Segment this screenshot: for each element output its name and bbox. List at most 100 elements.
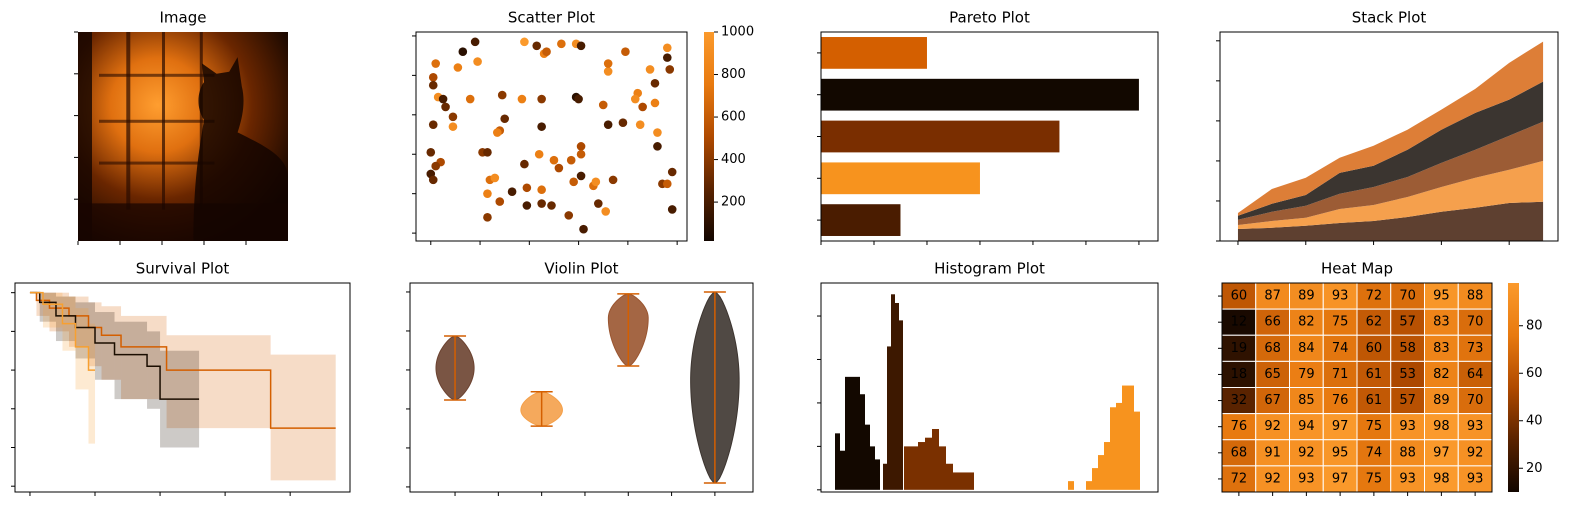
heat-cell-label: 62 (1366, 315, 1383, 330)
heat-cell-label: 76 (1332, 393, 1349, 408)
heat-cell-label: 70 (1467, 393, 1484, 408)
histogram-bar (932, 428, 939, 490)
scatter-point (576, 142, 586, 151)
scatter-point (448, 122, 458, 131)
histogram-bar (1116, 402, 1122, 490)
chart-title: Stack Plot (1352, 9, 1427, 27)
heat-cell (1221, 308, 1257, 336)
histogram-bar (865, 424, 870, 490)
heat-cell-label: 82 (1433, 367, 1450, 382)
heat-cell (1255, 413, 1290, 441)
histogram-bar (1086, 481, 1092, 490)
axes-frame (1219, 31, 1559, 242)
chart-title: Scatter Plot (508, 9, 595, 27)
heat-cell (1424, 308, 1459, 336)
scatter-point (470, 37, 480, 47)
heat-cell-label: 87 (1264, 289, 1281, 304)
scatter-point (428, 73, 438, 82)
heat-cell-label: 58 (1399, 341, 1416, 356)
heat-cell-label: 65 (1264, 367, 1281, 382)
scatter-point (534, 149, 544, 159)
scatter-point (549, 155, 559, 165)
stack-area (1237, 81, 1544, 220)
scatter-point (598, 100, 608, 110)
heat-cell (1390, 334, 1425, 362)
histogram-bar (895, 302, 899, 490)
heat-cell-label: 95 (1433, 289, 1450, 304)
scatter-point (497, 90, 507, 100)
scatter-point (428, 120, 438, 129)
histogram-bar (960, 472, 967, 490)
scatter-point (653, 142, 662, 151)
confidence-band (121, 315, 167, 400)
heat-cell (1322, 308, 1358, 336)
heat-cell (1221, 413, 1257, 441)
heat-cell (1289, 360, 1324, 388)
heat-cell (1424, 413, 1459, 441)
scatter-point (603, 67, 613, 76)
histogram-bar (835, 433, 840, 490)
scatter-point (520, 159, 529, 169)
scatter-point (483, 147, 492, 157)
scatter-point (667, 167, 677, 177)
histogram-bar (1134, 411, 1140, 490)
heat-cell-label: 60 (1366, 341, 1383, 356)
stack-area (1237, 121, 1544, 225)
scatter-point (603, 120, 613, 129)
histogram-bar (875, 459, 880, 490)
histogram-bar (887, 346, 891, 490)
heat-cell-label: 64 (1467, 367, 1484, 382)
heat-cell-label: 57 (1399, 393, 1416, 408)
scatter-point (576, 149, 586, 159)
histogram-bar (1104, 442, 1110, 490)
heat-cell-label: 73 (1467, 341, 1484, 356)
scatter-point (428, 80, 438, 90)
histogram-bar (1110, 407, 1116, 490)
chart-title: Image (160, 9, 207, 27)
chart-title: Violin Plot (544, 260, 618, 278)
heat-cell-label: 68 (1231, 445, 1248, 460)
heat-cell-label: 93 (1399, 471, 1416, 486)
heat-cell-label: 12 (1231, 315, 1248, 330)
heat-cell-label: 93 (1332, 289, 1349, 304)
scatter-point (635, 120, 645, 129)
heat-cell-label: 79 (1298, 367, 1315, 382)
scatter-point (522, 183, 532, 193)
histogram-bar (891, 294, 895, 490)
confidence-band (95, 312, 115, 380)
colorbar-tick-label: 600 (721, 110, 746, 125)
heat-cell (1424, 465, 1459, 493)
heat-cell (1255, 282, 1290, 310)
heat-cell (1255, 387, 1290, 415)
histogram-bar (946, 463, 953, 490)
histogram-bar (845, 376, 850, 490)
heat-cell-label: 92 (1264, 471, 1281, 486)
axes-frame (1221, 282, 1493, 493)
heat-cell-label: 74 (1366, 445, 1383, 460)
heat-cell-label: 61 (1366, 393, 1383, 408)
histogram-bar (899, 320, 903, 490)
heat-cell (1457, 308, 1493, 336)
scatter-point (618, 118, 628, 127)
scatter-point (532, 41, 542, 51)
photo-curtain (78, 32, 92, 241)
scatter-point (662, 43, 672, 53)
heat-cell-label: 97 (1332, 471, 1349, 486)
heat-cell (1221, 465, 1257, 493)
photo-window-bar (99, 73, 215, 77)
colorbar-tick-label: 80 (1526, 318, 1543, 333)
chart-title: Heat Map (1321, 260, 1393, 278)
heat-cell-label: 93 (1298, 471, 1315, 486)
histogram-bar (918, 442, 925, 490)
histogram-bar (1092, 468, 1098, 490)
bar (821, 37, 927, 69)
histogram-bar (1068, 481, 1074, 490)
heat-cell-label: 89 (1298, 289, 1315, 304)
heat-cell-label: 92 (1264, 419, 1281, 434)
histogram-bar (1122, 385, 1128, 490)
heat-cell-label: 66 (1264, 315, 1281, 330)
heat-cell (1221, 334, 1257, 362)
heat-cell-label: 94 (1298, 419, 1315, 434)
histogram-bar (855, 376, 860, 490)
